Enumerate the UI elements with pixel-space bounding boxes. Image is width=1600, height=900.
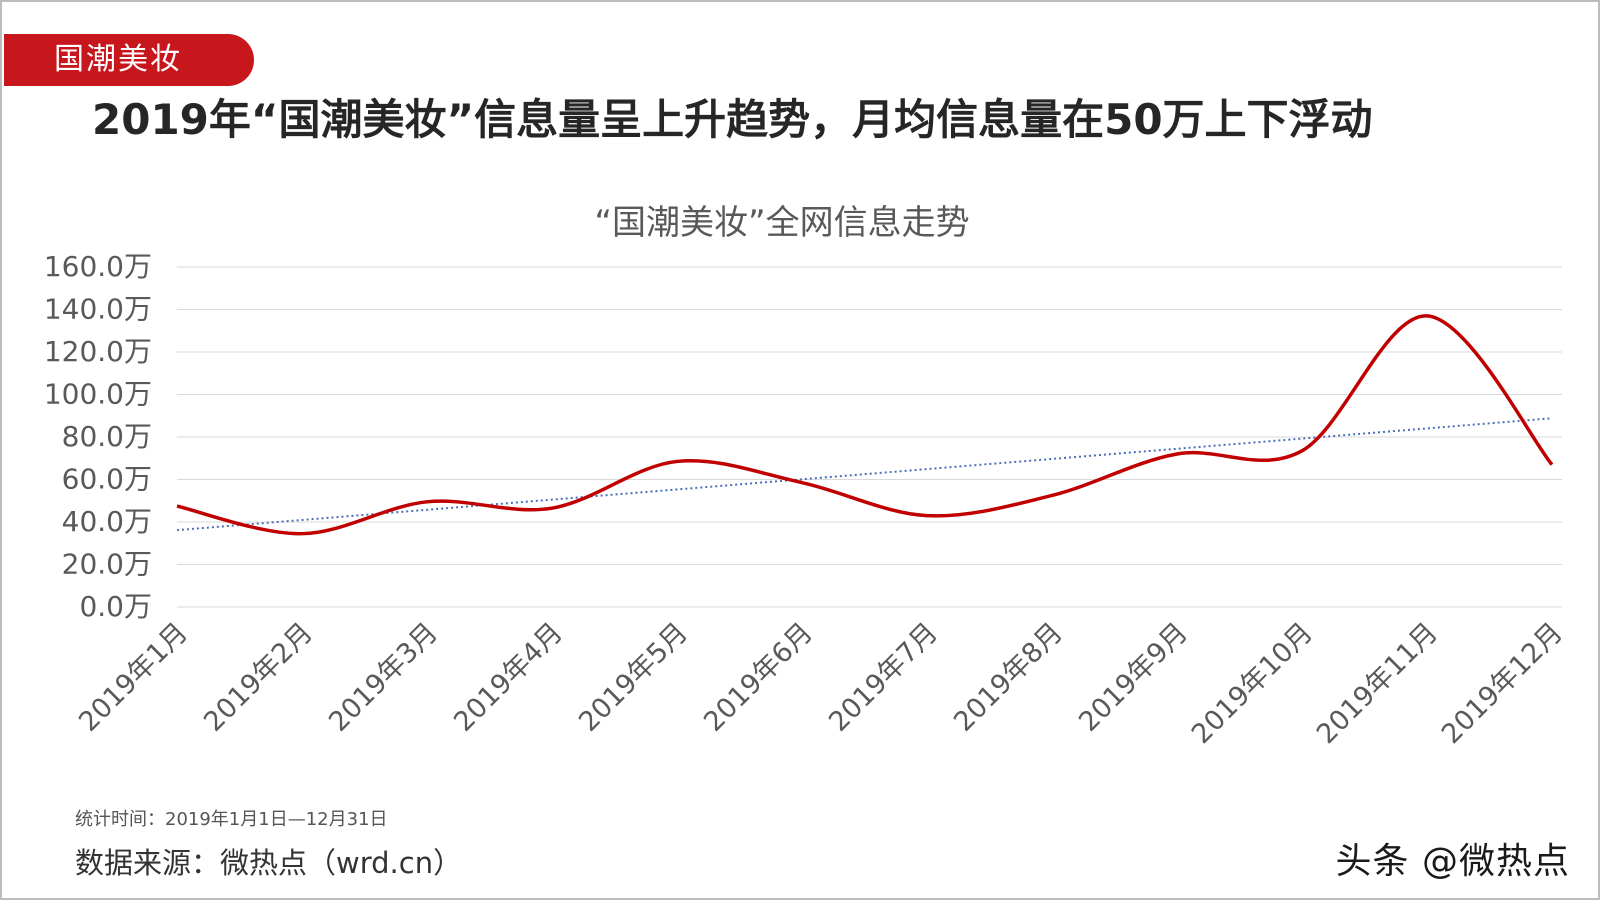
x-tick-label: 2019年4月 [448,617,569,738]
gridlines [177,266,1562,608]
headline: 2019年“国潮美妆”信息量呈上升趋势，月均信息量在50万上下浮动 [92,95,1373,144]
y-tick-label: 20.0万 [62,548,152,581]
x-tick-label: 2019年12月 [1436,617,1569,750]
x-tick-label: 2019年7月 [823,617,944,738]
x-tick-label: 2019年8月 [948,617,1069,738]
y-tick-label: 100.0万 [44,378,152,411]
y-tick-label: 120.0万 [44,335,152,368]
x-tick-label: 2019年3月 [323,617,444,738]
x-tick-label: 2019年1月 [73,617,194,738]
y-tick-label: 60.0万 [62,463,152,496]
y-tick-label: 160.0万 [44,250,152,283]
topic-tag: 国潮美妆 [4,34,254,86]
x-tick-label: 2019年6月 [698,617,819,738]
x-tick-label: 2019年11月 [1311,617,1444,750]
data-source-note: 数据来源：微热点（wrd.cn） [75,846,463,880]
y-axis-ticks: 0.0万 20.0万 40.0万 60.0万 80.0万 100.0万 120.0万 140.… [44,250,152,623]
x-tick-label: 2019年2月 [198,617,319,738]
stat-time-note: 统计时间：2019年1月1日—12月31日 [75,809,388,830]
series-layer [176,314,1554,536]
x-tick-label: 2019年9月 [1073,617,1194,738]
y-tick-label: 40.0万 [62,505,152,538]
y-tick-label: 80.0万 [62,420,152,453]
y-tick-label: 0.0万 [79,590,152,623]
watermark: 头条 @微热点 [1335,841,1570,882]
x-tick-label: 2019年5月 [573,617,694,738]
line-chart: “国潮美妆”全网信息走势 0.0万 20.0万 40.0万 60.0万 80.0万 100… [44,203,1569,750]
chart-title: “国潮美妆”全网信息走势 [594,203,969,243]
y-tick-label: 140.0万 [44,293,152,326]
x-axis-ticks: 2019年1月 2019年2月 2019年3月 2019年4月 2019年5月 2019年… [73,617,1569,750]
x-tick-label: 2019年10月 [1186,617,1319,750]
series-line [176,314,1554,536]
